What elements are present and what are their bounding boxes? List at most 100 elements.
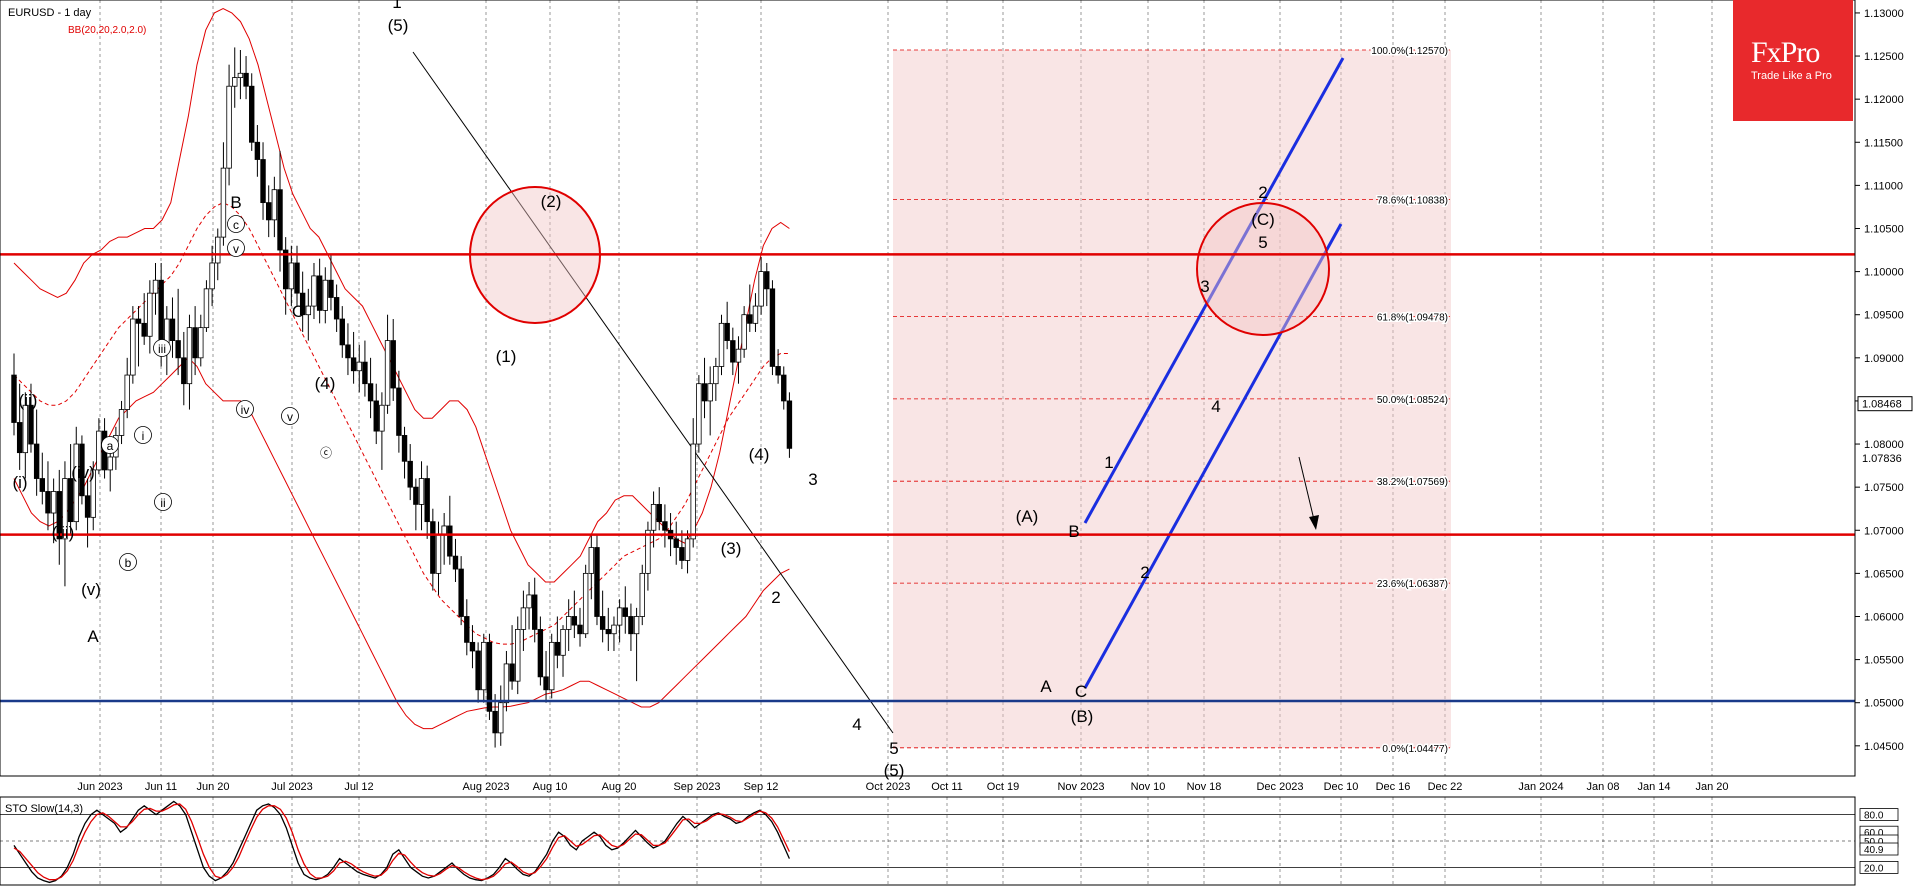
stoch-tick-box [1859, 842, 1899, 856]
candle [498, 702, 504, 734]
wave-label: (i) [12, 473, 27, 492]
wave-label-circle [134, 426, 152, 444]
x-tick-label: Nov 10 [1131, 781, 1166, 793]
candle [481, 641, 487, 691]
x-tick-label: Dec 16 [1376, 781, 1411, 793]
candle [413, 486, 419, 505]
candle [611, 624, 617, 635]
candle [373, 400, 379, 432]
candle [186, 327, 193, 385]
candle [582, 572, 589, 635]
x-tick-label: Oct 11 [931, 781, 963, 793]
wave-label: 4 [852, 715, 861, 734]
candle [220, 167, 227, 238]
projection-arrow [1298, 456, 1316, 525]
x-tick-label: Jun 20 [196, 781, 229, 793]
candle [277, 189, 283, 251]
candle [577, 624, 583, 635]
y-tick-label: 1.09500 [1864, 310, 1904, 322]
wave-label: B [1068, 522, 1079, 541]
stoch-tick-label: 50.0 [1864, 837, 1884, 848]
candle [418, 478, 425, 505]
y-tick-label: 1.05500 [1864, 655, 1904, 667]
candle [549, 641, 555, 691]
candle [379, 404, 385, 432]
x-tick-label: Nov 2023 [1057, 781, 1104, 793]
candle [356, 361, 362, 372]
wave-label: iii [158, 342, 166, 356]
candle [424, 478, 430, 523]
candle [384, 340, 391, 406]
candle [271, 189, 278, 221]
candle [84, 495, 91, 518]
price-marker-box [1857, 396, 1913, 412]
wave-label: v [233, 242, 239, 256]
wave-label: c [233, 218, 239, 232]
wave-label: (ii) [19, 391, 38, 410]
candle [135, 318, 142, 324]
stoch-d-line [13, 803, 790, 881]
candle [390, 340, 396, 389]
candle [50, 491, 57, 514]
candle [362, 361, 368, 385]
candle [73, 443, 79, 523]
y-tick-label: 1.12500 [1864, 51, 1904, 63]
fibonacci-zone [893, 50, 1451, 748]
wave-label: 1 [1104, 453, 1113, 472]
candle [605, 629, 611, 635]
candle [656, 503, 662, 523]
wave-label: 2 [1140, 563, 1149, 582]
wave-label: v [287, 410, 293, 424]
wave-label: (v) [81, 580, 101, 599]
brand-name: FxPro [1751, 36, 1820, 69]
candle [333, 297, 340, 320]
candle [464, 616, 470, 643]
candle [764, 271, 770, 290]
candle [79, 443, 85, 497]
wave-label: (C) [1251, 210, 1275, 229]
wave-label: iv [241, 403, 250, 417]
candle [322, 279, 328, 311]
candle [169, 318, 176, 341]
candle [350, 357, 357, 372]
fib-level-label: 23.6%(1.06387) [1377, 579, 1448, 590]
x-tick-label: Jan 2024 [1518, 781, 1563, 793]
price-marker: 1.08468 [1862, 399, 1902, 411]
wave-label-circle [227, 215, 245, 233]
candle [690, 443, 696, 540]
candle [215, 236, 221, 264]
price-marker: 1.07836 [1862, 453, 1902, 465]
y-tick-label: 1.06500 [1864, 568, 1904, 580]
candle [243, 72, 249, 87]
candle [622, 607, 628, 617]
x-tick-label: Jul 12 [344, 781, 373, 793]
candle [554, 641, 561, 656]
candle [769, 288, 776, 367]
candle [447, 525, 453, 557]
candle [526, 594, 532, 609]
candle [707, 383, 713, 402]
candle [435, 534, 442, 574]
y-tick-label: 1.11500 [1864, 137, 1903, 149]
candle [599, 616, 606, 630]
y-tick-label: 1.08000 [1864, 439, 1904, 451]
y-tick-label: 1.09000 [1864, 353, 1904, 365]
candle [158, 279, 164, 350]
wave-label: (iii) [52, 523, 75, 542]
x-tick-label: Jan 08 [1586, 781, 1619, 793]
candle [198, 327, 204, 359]
candle [282, 249, 289, 290]
candle [515, 629, 521, 682]
y-tick-label: 1.13000 [1864, 8, 1904, 20]
candle [741, 314, 747, 350]
wave-label: (5) [388, 16, 409, 35]
candle [345, 344, 351, 359]
wave-label: 2 [1258, 183, 1267, 202]
wave-label: (A) [1016, 507, 1039, 526]
candle [316, 275, 323, 311]
wave-label: C [292, 302, 304, 321]
candle [311, 275, 317, 307]
candle [560, 629, 566, 656]
candle [265, 202, 272, 221]
candle [486, 641, 493, 712]
